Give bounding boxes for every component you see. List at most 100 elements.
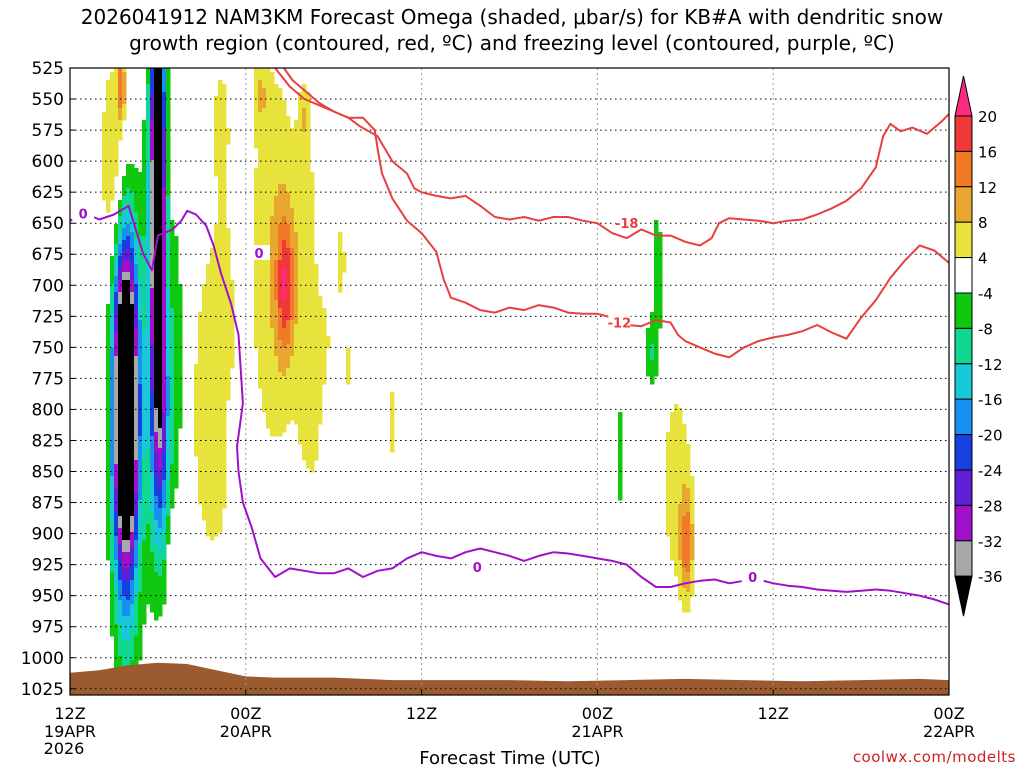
omega-cell: [142, 320, 147, 325]
omega-cell: [118, 268, 123, 273]
omega-cell: [674, 524, 679, 529]
omega-cell: [110, 364, 115, 369]
omega-cell: [254, 320, 259, 325]
omega-cell: [154, 576, 159, 581]
omega-cell: [138, 224, 143, 229]
omega-cell: [222, 132, 227, 137]
omega-cell: [678, 420, 683, 425]
omega-cell: [218, 416, 223, 421]
omega-cell: [270, 160, 275, 165]
omega-cell: [310, 448, 315, 453]
omega-cell: [262, 404, 267, 409]
omega-cell: [686, 492, 691, 497]
omega-cell: [214, 140, 219, 145]
omega-cell: [658, 312, 663, 317]
omega-cell: [162, 72, 167, 77]
omega-cell: [158, 268, 163, 273]
omega-cell: [286, 276, 291, 281]
omega-cell: [274, 108, 279, 113]
omega-cell: [122, 284, 127, 289]
omega-cell: [118, 480, 123, 485]
omega-cell: [678, 580, 683, 585]
omega-cell: [678, 584, 683, 589]
omega-cell: [126, 592, 131, 597]
omega-cell: [134, 480, 139, 485]
omega-cell: [258, 116, 263, 121]
omega-cell: [170, 244, 175, 249]
omega-cell: [130, 524, 135, 529]
omega-cell: [302, 284, 307, 289]
x-tick-label: 12Z: [758, 704, 789, 723]
omega-cell: [142, 348, 147, 353]
omega-cell: [314, 440, 319, 445]
omega-cell: [254, 272, 259, 277]
omega-cell: [278, 416, 283, 421]
omega-cell: [122, 180, 127, 185]
omega-cell: [138, 440, 143, 445]
omega-cell: [298, 268, 303, 273]
omega-cell: [118, 440, 123, 445]
omega-cell: [658, 288, 663, 293]
omega-cell: [174, 320, 179, 325]
omega-cell: [678, 476, 683, 481]
omega-cell: [298, 336, 303, 341]
omega-cell: [130, 268, 135, 273]
omega-cell: [142, 356, 147, 361]
omega-cell: [222, 376, 227, 381]
omega-cell: [122, 112, 127, 117]
omega-cell: [170, 340, 175, 345]
omega-cell: [298, 356, 303, 361]
omega-cell: [150, 576, 155, 581]
omega-cell: [142, 484, 147, 489]
omega-cell: [162, 168, 167, 173]
omega-cell: [134, 240, 139, 245]
omega-cell: [218, 272, 223, 277]
omega-cell: [658, 240, 663, 245]
omega-cell: [118, 216, 123, 221]
omega-cell: [274, 152, 279, 157]
omega-cell: [274, 300, 279, 305]
omega-cell: [158, 160, 163, 165]
omega-cell: [118, 600, 123, 605]
omega-cell: [206, 440, 211, 445]
omega-cell: [258, 88, 263, 93]
omega-cell: [670, 480, 675, 485]
omega-cell: [310, 244, 315, 249]
omega-cell: [290, 228, 295, 233]
omega-cell: [658, 232, 663, 237]
omega-cell: [134, 492, 139, 497]
omega-cell: [270, 216, 275, 221]
omega-cell: [618, 432, 623, 437]
omega-cell: [146, 140, 151, 145]
omega-cell: [210, 444, 215, 449]
omega-cell: [118, 256, 123, 261]
omega-cell: [314, 284, 319, 289]
omega-cell: [126, 636, 131, 641]
omega-cell: [222, 216, 227, 221]
omega-cell: [266, 172, 271, 177]
omega-cell: [178, 360, 183, 365]
omega-cell: [154, 516, 159, 521]
omega-cell: [222, 296, 227, 301]
omega-cell: [162, 144, 167, 149]
omega-cell: [134, 304, 139, 309]
omega-cell: [258, 324, 263, 329]
omega-cell: [154, 308, 159, 313]
omega-cell: [142, 396, 147, 401]
omega-cell: [258, 228, 263, 233]
omega-cell: [118, 340, 123, 345]
omega-cell: [306, 108, 311, 113]
omega-cell: [282, 232, 287, 237]
omega-cell: [118, 528, 123, 533]
omega-cell: [174, 424, 179, 429]
omega-cell: [110, 84, 115, 89]
omega-cell: [134, 580, 139, 585]
omega-cell: [134, 448, 139, 453]
omega-cell: [286, 148, 291, 153]
omega-cell: [130, 592, 135, 597]
omega-cell: [650, 356, 655, 361]
omega-cell: [258, 272, 263, 277]
omega-cell: [162, 376, 167, 381]
omega-cell: [302, 316, 307, 321]
omega-cell: [282, 332, 287, 337]
